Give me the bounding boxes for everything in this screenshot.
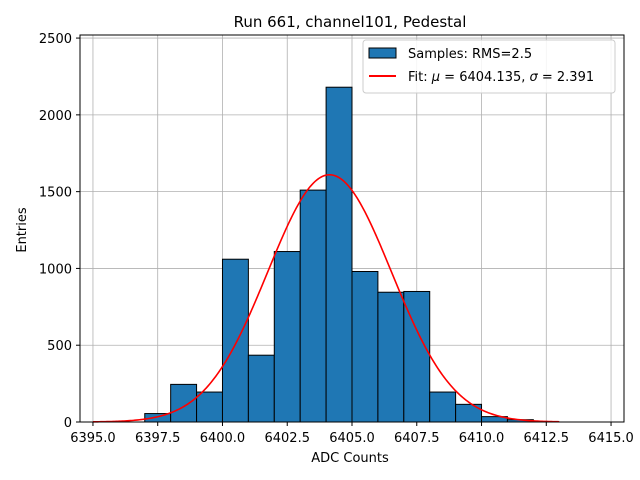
legend: Samples: RMS=2.5 Fit: μ = 6404.135, σ = … (362, 39, 616, 94)
histogram-bar-6 (299, 189, 327, 423)
chart-title: Run 661, channel101, Pedestal (234, 13, 467, 31)
legend-patch-samples (368, 47, 397, 59)
legend-label-samples: Samples: RMS=2.5 (408, 47, 532, 62)
y-tick-label-0: 0 (64, 416, 72, 431)
histogram-bar-4 (247, 354, 275, 423)
gaussian-fit-curve (92, 173, 560, 423)
legend-sigma-value: = 2.391 (538, 70, 594, 85)
x-axis-label: ADC Counts (311, 451, 389, 466)
histogram-bar-8 (351, 271, 379, 423)
legend-label-fit: Fit: μ = 6404.135, σ = 2.391 (408, 70, 594, 85)
legend-mu-symbol: μ (431, 70, 440, 85)
x-tick-label-0: 6395.0 (70, 431, 116, 446)
x-tick-label-3: 6402.5 (264, 431, 310, 446)
x-tick-label-1: 6397.5 (135, 431, 181, 446)
histogram-bar-3 (221, 258, 249, 423)
y-tick-label-1: 500 (47, 339, 72, 354)
y-tick-label-3: 1500 (39, 186, 72, 201)
histogram-bar-9 (377, 291, 405, 423)
y-axis-ticks: 0 500 1000 1500 2000 2500 (39, 32, 80, 431)
histogram-bar-2 (196, 391, 223, 423)
x-tick-label-4: 6405.0 (329, 431, 375, 446)
y-axis-label: Entries (15, 207, 30, 253)
y-tick-label-4: 2000 (39, 109, 72, 124)
x-tick-label-5: 6407.5 (394, 431, 440, 446)
x-tick-label-6: 6410.0 (459, 431, 505, 446)
x-tick-label-7: 6412.5 (524, 431, 570, 446)
legend-mu-value: = 6404.135, (440, 70, 529, 85)
x-tick-label-8: 6415.0 (588, 431, 634, 446)
histogram-bar-1 (170, 383, 198, 423)
histogram-bar-11 (429, 391, 457, 423)
y-tick-label-5: 2500 (39, 32, 72, 47)
legend-box (362, 39, 616, 94)
x-axis-ticks: 6395.0 6397.5 6400.0 6402.5 6405.0 6407.5 6410… (70, 422, 634, 446)
histogram-bar-5 (273, 251, 301, 423)
legend-sigma-symbol: σ (530, 70, 539, 85)
y-tick-label-2: 1000 (39, 262, 72, 277)
histogram-bars (144, 86, 534, 423)
histogram-bar-7 (325, 86, 353, 423)
legend-fit-prefix: Fit: (408, 70, 432, 85)
x-tick-label-2: 6400.0 (200, 431, 246, 446)
